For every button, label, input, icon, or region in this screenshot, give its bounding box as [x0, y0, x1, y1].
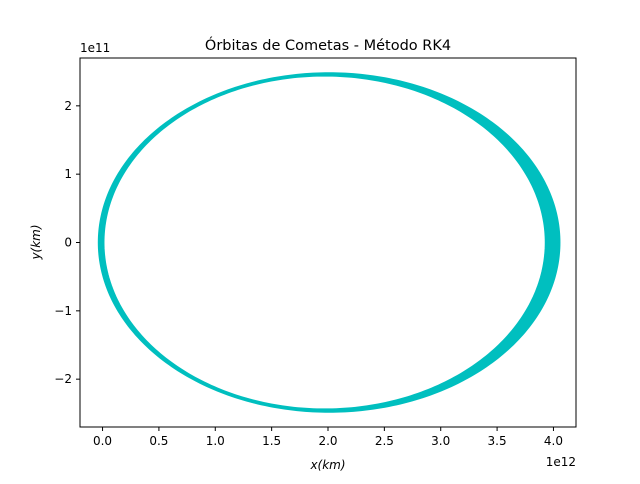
y-axis-label: y(km)	[29, 224, 43, 260]
y-offset-label: 1e11	[80, 41, 110, 55]
x-tick-label: 3.5	[488, 434, 507, 448]
y-tick-label: 1	[64, 167, 72, 181]
y-tick-label: −2	[54, 372, 72, 386]
x-axis-label: x(km)	[309, 458, 345, 472]
x-tick-label: 1.0	[206, 434, 225, 448]
chart-title: Órbitas de Cometas - Método RK4	[205, 36, 451, 54]
orbit-line-outer	[97, 72, 561, 413]
axes-frame	[79, 57, 577, 428]
x-tick-label: 3.0	[431, 434, 450, 448]
x-tick-label: 0.0	[93, 434, 112, 448]
x-tick-label: 0.5	[149, 434, 168, 448]
y-tick-label: −1	[54, 304, 72, 318]
x-offset-label: 1e12	[546, 455, 576, 469]
axis-ticks: 0.0 0.5 1.0 1.5 2.0 2.5 3.0 3.5 4.0 −2 −1 0 1 2	[54, 99, 563, 448]
orbit-line-inner	[102, 74, 547, 411]
x-tick-label: 1.5	[262, 434, 281, 448]
x-tick-label: 2.0	[318, 434, 337, 448]
x-tick-label: 4.0	[544, 434, 563, 448]
plot-area	[97, 72, 561, 413]
y-tick-label: 0	[64, 236, 72, 250]
y-tick-label: 2	[64, 99, 72, 113]
x-tick-label: 2.5	[375, 434, 394, 448]
